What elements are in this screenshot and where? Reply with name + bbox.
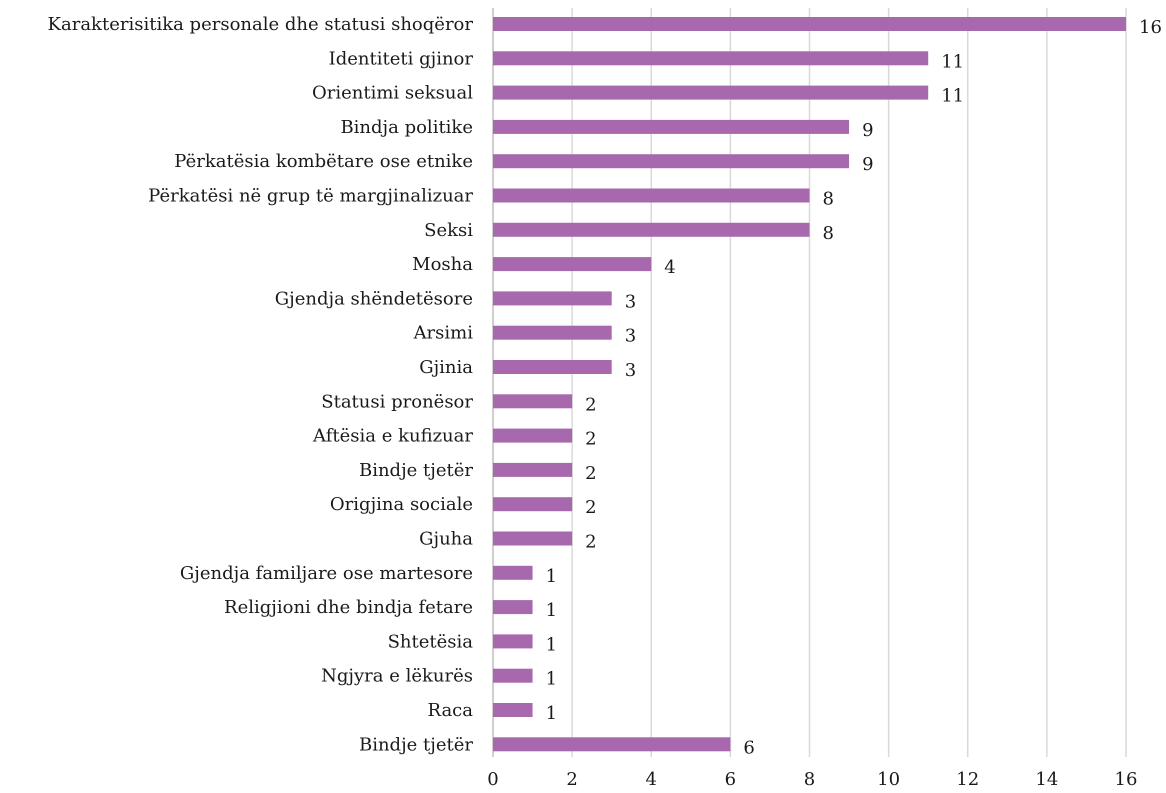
value-label: 1 bbox=[546, 634, 557, 655]
value-label: 1 bbox=[546, 669, 557, 690]
x-tick-label: 12 bbox=[956, 769, 979, 790]
bar bbox=[493, 222, 810, 237]
category-label: Raca bbox=[427, 700, 473, 721]
bar bbox=[493, 737, 731, 752]
value-label: 8 bbox=[823, 189, 834, 210]
value-label: 9 bbox=[862, 154, 873, 175]
value-label: 2 bbox=[585, 532, 596, 553]
category-label: Religjioni dhe bindja fetare bbox=[224, 597, 473, 618]
category-label: Shtetësia bbox=[388, 631, 474, 652]
category-label: Ngjyra e lëkurës bbox=[321, 666, 473, 687]
category-label: Përkatësi në grup të margjinalizuar bbox=[148, 186, 473, 207]
category-label: Arsimi bbox=[413, 323, 474, 344]
bar bbox=[493, 51, 929, 66]
category-label: Mosha bbox=[412, 254, 473, 275]
value-label: 3 bbox=[625, 326, 636, 347]
value-label: 2 bbox=[585, 463, 596, 484]
bars bbox=[493, 17, 1126, 752]
x-tick-label: 4 bbox=[646, 769, 657, 790]
category-label: Përkatësia kombëtare ose etnike bbox=[174, 151, 473, 172]
bar bbox=[493, 428, 573, 443]
category-label: Gjendja familjare ose martesore bbox=[180, 563, 473, 584]
value-label: 16 bbox=[1139, 17, 1162, 38]
x-tick-label: 0 bbox=[487, 769, 498, 790]
value-label: 2 bbox=[585, 429, 596, 450]
bar bbox=[493, 291, 612, 306]
value-label: 11 bbox=[941, 86, 964, 107]
category-label: Bindje tjetër bbox=[359, 734, 473, 755]
category-label: Origjina sociale bbox=[330, 494, 473, 515]
x-tick-label: 16 bbox=[1115, 769, 1138, 790]
value-label: 2 bbox=[585, 394, 596, 415]
category-label: Orientimi seksual bbox=[312, 83, 473, 104]
x-tick-label: 8 bbox=[804, 769, 815, 790]
category-label: Gjuha bbox=[419, 529, 473, 550]
bar bbox=[493, 85, 929, 100]
category-label: Bindje tjetër bbox=[359, 460, 473, 481]
bar bbox=[493, 325, 612, 340]
bar bbox=[493, 119, 850, 134]
bar bbox=[493, 188, 810, 203]
bar bbox=[493, 668, 533, 683]
bar bbox=[493, 565, 533, 580]
category-label: Karakterisitika personale dhe statusi sh… bbox=[48, 14, 474, 35]
category-label: Statusi pronësor bbox=[321, 391, 473, 412]
x-tick-label: 2 bbox=[566, 769, 577, 790]
value-label: 9 bbox=[862, 120, 873, 141]
bar bbox=[493, 394, 573, 409]
value-label: 6 bbox=[743, 737, 754, 758]
bar bbox=[493, 462, 573, 477]
value-label: 4 bbox=[664, 257, 675, 278]
bar bbox=[493, 497, 573, 512]
value-label: 3 bbox=[625, 360, 636, 381]
category-label: Identiteti gjinor bbox=[329, 48, 474, 69]
x-tick-label: 10 bbox=[877, 769, 900, 790]
value-label: 1 bbox=[546, 566, 557, 587]
value-label: 1 bbox=[546, 600, 557, 621]
bar bbox=[493, 17, 1126, 31]
value-label: 8 bbox=[823, 223, 834, 244]
category-label: Aftësia e kufizuar bbox=[312, 426, 473, 447]
value-label: 2 bbox=[585, 497, 596, 518]
category-label: Bindja politike bbox=[340, 117, 473, 138]
bar bbox=[493, 257, 652, 272]
bar bbox=[493, 531, 573, 546]
x-tick-label: 14 bbox=[1035, 769, 1058, 790]
bar bbox=[493, 703, 533, 717]
bar bbox=[493, 600, 533, 615]
bar bbox=[493, 634, 533, 649]
category-label: Gjendja shëndetësore bbox=[275, 288, 473, 309]
value-label: 11 bbox=[941, 51, 964, 72]
bar bbox=[493, 360, 612, 374]
x-tick-label: 6 bbox=[725, 769, 736, 790]
x-axis-tick-labels: 0 2 4 6 8 10 12 14 16 bbox=[487, 769, 1137, 790]
category-label: Gjinia bbox=[419, 357, 473, 378]
value-label: 3 bbox=[625, 291, 636, 312]
bar bbox=[493, 154, 850, 169]
value-label: 1 bbox=[546, 703, 557, 724]
category-label: Seksi bbox=[424, 220, 473, 241]
category-labels: Karakterisitika personale dhe statusi sh… bbox=[48, 14, 474, 755]
